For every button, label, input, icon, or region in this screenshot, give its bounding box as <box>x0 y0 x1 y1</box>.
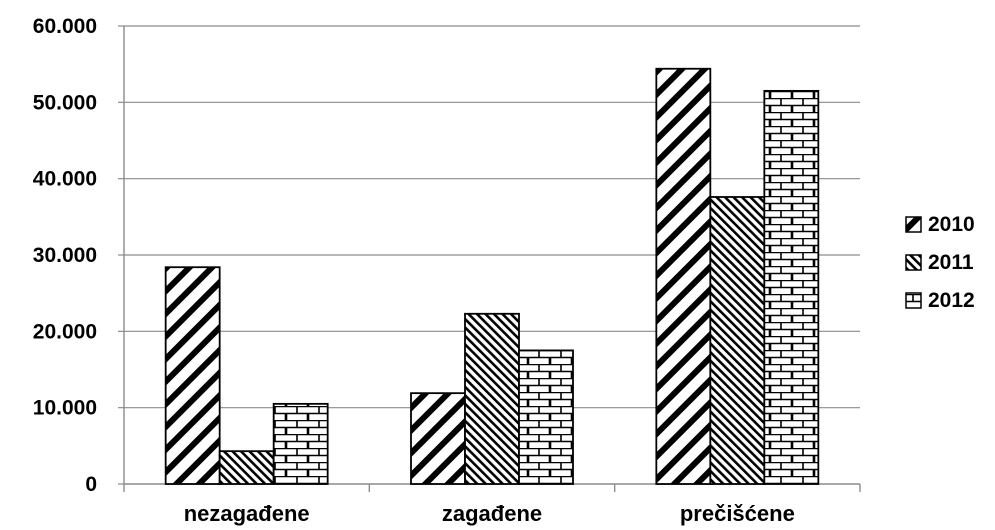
y-tick-label: 40.000 <box>33 168 97 191</box>
bar-2010-0 <box>164 266 221 485</box>
bar-2011-2 <box>709 196 766 485</box>
legend-swatch-2012 <box>905 292 922 309</box>
bar-2011-0 <box>218 450 275 485</box>
y-tick-label: 10.000 <box>33 397 97 420</box>
legend-swatch-2011 <box>905 254 922 271</box>
x-category-label: prečišćene <box>680 501 795 526</box>
y-tick-label: 60.000 <box>33 15 97 38</box>
x-category-label: zagađene <box>442 501 542 526</box>
legend-label: 2011 <box>928 251 974 274</box>
bar-2012-2 <box>763 89 820 485</box>
y-tick-label: 50.000 <box>33 91 97 114</box>
legend: 2010 2011 2012 <box>905 213 975 312</box>
legend-swatch-2010 <box>905 216 922 233</box>
bar-2010-1 <box>410 392 466 485</box>
labels: 0 10.000 20.000 30.000 40.000 50.000 60.000 nez… <box>33 15 795 526</box>
y-tick-label: 30.000 <box>33 244 97 267</box>
bar-2011-1 <box>464 312 520 485</box>
y-tick-label: 0 <box>85 473 97 496</box>
bar-2010-2 <box>655 67 712 485</box>
legend-label: 2012 <box>928 289 975 312</box>
bar-2012-0 <box>272 402 329 485</box>
y-tick-label: 20.000 <box>33 320 97 343</box>
legend-label: 2010 <box>928 213 975 236</box>
x-category-label: nezagađene <box>184 501 310 526</box>
bar-2012-1 <box>518 349 574 485</box>
bars <box>164 67 820 485</box>
